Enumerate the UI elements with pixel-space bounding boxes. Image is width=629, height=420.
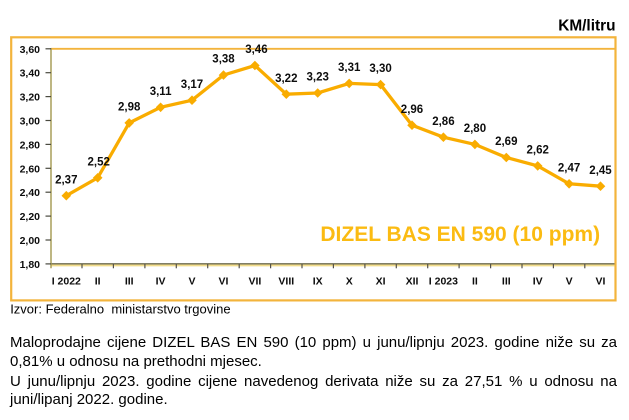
svg-text:3,20: 3,20 (20, 92, 41, 104)
svg-text:IX: IX (313, 276, 323, 288)
svg-text:2,45: 2,45 (589, 165, 612, 177)
svg-text:2,52: 2,52 (88, 156, 110, 168)
svg-text:I 2023: I 2023 (429, 276, 458, 288)
svg-text:Izvor: Federalno ministarstvo: Izvor: Federalno ministarstvo trgovine (10, 302, 230, 317)
svg-text:XII: XII (406, 276, 419, 288)
svg-text:V: V (188, 276, 195, 288)
svg-text:2,80: 2,80 (20, 139, 41, 151)
svg-text:VII: VII (248, 276, 261, 288)
svg-text:2,37: 2,37 (55, 174, 77, 186)
svg-text:3,00: 3,00 (20, 116, 41, 128)
svg-text:IV: IV (533, 276, 543, 288)
svg-text:III: III (125, 276, 134, 288)
svg-text:I 2022: I 2022 (52, 276, 81, 288)
svg-text:2,96: 2,96 (401, 104, 423, 116)
svg-text:3,30: 3,30 (369, 63, 391, 75)
svg-text:2,20: 2,20 (20, 211, 41, 223)
svg-text:3,60: 3,60 (20, 44, 41, 56)
svg-text:2,00: 2,00 (20, 235, 41, 247)
svg-text:2,62: 2,62 (527, 145, 549, 157)
svg-text:3,17: 3,17 (181, 79, 203, 91)
svg-text:3,40: 3,40 (20, 68, 41, 80)
svg-text:IV: IV (156, 276, 166, 288)
svg-text:2,40: 2,40 (20, 187, 41, 199)
svg-text:DIZEL BAS EN 590 (10 ppm): DIZEL BAS EN 590 (10 ppm) (320, 223, 600, 246)
svg-text:3,23: 3,23 (307, 72, 329, 84)
svg-text:II: II (472, 276, 478, 288)
svg-text:3,22: 3,22 (275, 73, 297, 85)
svg-text:KM/litru: KM/litru (558, 18, 615, 35)
svg-text:VI: VI (596, 276, 606, 288)
svg-text:III: III (502, 276, 511, 288)
svg-text:XI: XI (376, 276, 386, 288)
svg-text:2,80: 2,80 (464, 123, 486, 135)
svg-text:1,80: 1,80 (20, 259, 41, 271)
svg-text:3,38: 3,38 (212, 54, 235, 66)
svg-text:X: X (346, 276, 353, 288)
svg-text:II: II (95, 276, 101, 288)
svg-text:V: V (566, 276, 573, 288)
svg-text:2,60: 2,60 (20, 163, 41, 175)
svg-text:VI: VI (219, 276, 229, 288)
svg-text:3,31: 3,31 (338, 62, 361, 74)
svg-text:2,47: 2,47 (558, 162, 580, 174)
svg-text:3,11: 3,11 (150, 86, 172, 98)
svg-text:2,69: 2,69 (495, 136, 517, 148)
svg-text:VIII: VIII (278, 276, 294, 288)
svg-text:3,46: 3,46 (245, 44, 267, 56)
svg-text:2,86: 2,86 (432, 116, 454, 128)
svg-text:2,98: 2,98 (118, 102, 141, 114)
